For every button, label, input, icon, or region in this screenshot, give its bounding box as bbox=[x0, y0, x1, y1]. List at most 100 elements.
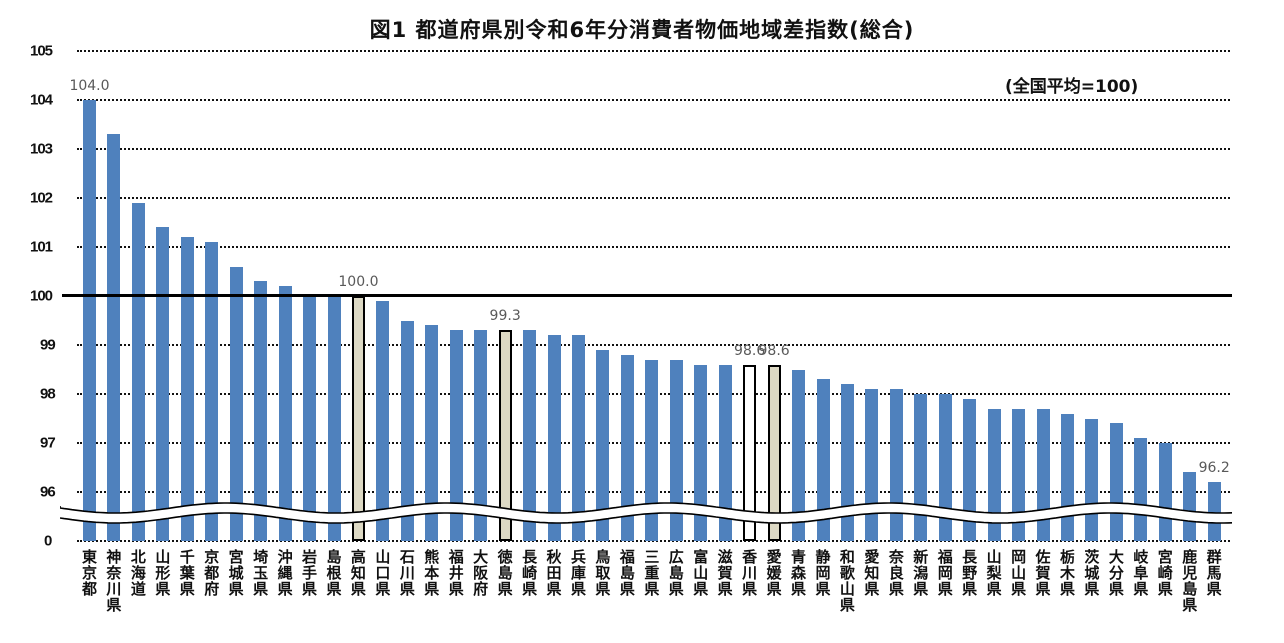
x-tick-label: 愛知県 bbox=[864, 548, 880, 598]
x-tick-label: 秋田県 bbox=[546, 548, 562, 598]
x-tick-label: 山梨県 bbox=[986, 548, 1002, 598]
y-tick-label: 103 bbox=[30, 140, 53, 158]
y-tick-label: 96 bbox=[40, 483, 56, 501]
bar-高知県 bbox=[351, 296, 365, 541]
bar-宮城県 bbox=[229, 266, 243, 541]
x-tick-label: 島根県 bbox=[326, 548, 342, 598]
bar-埼玉県 bbox=[254, 281, 268, 541]
gridline bbox=[77, 50, 1230, 52]
x-tick-label: 神奈川県 bbox=[106, 548, 122, 614]
bar-群馬県 bbox=[1207, 482, 1221, 541]
x-tick-label: 千葉県 bbox=[179, 548, 195, 598]
x-tick-label: 宮崎県 bbox=[1157, 548, 1173, 598]
x-tick-label: 熊本県 bbox=[424, 548, 440, 598]
x-tick-label: 新潟県 bbox=[913, 548, 929, 598]
x-tick-label: 茨城県 bbox=[1084, 548, 1100, 598]
y-tick-label: 97 bbox=[40, 434, 56, 452]
x-tick-label: 岐阜県 bbox=[1133, 548, 1149, 598]
data-label: 98.6 bbox=[734, 342, 766, 359]
x-tick-label: 富山県 bbox=[693, 548, 709, 598]
x-tick-label: 長野県 bbox=[962, 548, 978, 598]
bar-東京都 bbox=[83, 100, 96, 541]
bar-三重県 bbox=[645, 359, 659, 541]
gridline bbox=[77, 197, 1230, 199]
x-tick-label: 広島県 bbox=[668, 548, 684, 598]
x-tick-label: 兵庫県 bbox=[570, 548, 586, 598]
x-tick-label: 山形県 bbox=[155, 548, 171, 598]
data-label: 96.2 bbox=[1198, 460, 1230, 477]
x-tick-label: 京都府 bbox=[204, 548, 220, 598]
x-tick-label: 三重県 bbox=[644, 548, 660, 598]
x-tick-label: 香川県 bbox=[742, 548, 758, 598]
x-tick-label: 奈良県 bbox=[888, 548, 904, 598]
x-tick-label: 岩手県 bbox=[302, 548, 318, 598]
bar-山梨県 bbox=[987, 408, 1001, 541]
gridline bbox=[77, 148, 1230, 150]
x-tick-label: 埼玉県 bbox=[253, 548, 269, 598]
bar-福岡県 bbox=[938, 394, 952, 541]
x-tick-label: 静岡県 bbox=[815, 548, 831, 598]
bar-山形県 bbox=[156, 227, 170, 541]
bar-滋賀県 bbox=[718, 364, 732, 541]
bar-愛媛県 bbox=[767, 364, 781, 541]
bar-徳島県 bbox=[498, 330, 512, 541]
data-label: 100.0 bbox=[338, 274, 379, 290]
x-tick-label: 鳥取県 bbox=[595, 548, 611, 598]
data-label: 104.0 bbox=[69, 78, 110, 94]
bar-神奈川県 bbox=[107, 134, 121, 541]
bar-静岡県 bbox=[816, 379, 830, 541]
bar-大阪府 bbox=[474, 330, 488, 541]
y-tick-label: 100 bbox=[30, 287, 53, 305]
bar-石川県 bbox=[400, 320, 414, 541]
y-tick-label: 98 bbox=[40, 385, 56, 403]
x-tick-label: 福岡県 bbox=[937, 548, 953, 598]
bar-北海道 bbox=[131, 202, 145, 541]
bar-秋田県 bbox=[547, 335, 561, 541]
y-tick-label: 102 bbox=[30, 189, 53, 207]
x-tick-label: 岡山県 bbox=[1011, 548, 1027, 598]
x-tick-label: 栃木県 bbox=[1059, 548, 1075, 598]
x-tick-label: 鹿児島県 bbox=[1182, 548, 1198, 614]
bar-鳥取県 bbox=[596, 349, 610, 541]
bar-岩手県 bbox=[303, 296, 317, 541]
bar-福島県 bbox=[620, 354, 634, 541]
x-tick-label: 山口県 bbox=[375, 548, 391, 598]
bar-熊本県 bbox=[425, 325, 439, 541]
data-label: 99.3 bbox=[489, 308, 521, 325]
bar-香川県 bbox=[743, 364, 757, 541]
x-tick-label: 群馬県 bbox=[1206, 548, 1222, 598]
x-tick-label: 青森県 bbox=[791, 548, 807, 598]
y-tick-label: 105 bbox=[30, 42, 53, 60]
bar-山口県 bbox=[376, 300, 390, 541]
gridline bbox=[77, 344, 1230, 346]
x-tick-label: 宮城県 bbox=[228, 548, 244, 598]
x-tick-label: 東京都 bbox=[81, 548, 97, 598]
x-tick-label: 福井県 bbox=[448, 548, 464, 598]
bar-富山県 bbox=[694, 364, 708, 541]
bar-沖縄県 bbox=[278, 286, 292, 541]
y-tick-label: 0 bbox=[44, 532, 52, 550]
chart-note: (全国平均=100) bbox=[1005, 77, 1139, 97]
bar-長野県 bbox=[963, 398, 977, 541]
chart-title: 図1 都道府県別令和6年分消費者物価地域差指数(総合) bbox=[369, 18, 915, 42]
gridline bbox=[77, 246, 1230, 248]
x-tick-label: 大阪府 bbox=[473, 548, 489, 598]
reference-line-100 bbox=[62, 294, 1232, 297]
bar-島根県 bbox=[327, 296, 341, 541]
x-tick-label: 大分県 bbox=[1108, 548, 1124, 598]
bar-千葉県 bbox=[180, 237, 194, 541]
x-tick-label: 佐賀県 bbox=[1035, 548, 1051, 598]
x-tick-label: 滋賀県 bbox=[717, 548, 733, 598]
y-tick-label: 101 bbox=[30, 238, 53, 256]
x-tick-label: 和歌山県 bbox=[839, 548, 855, 614]
y-tick-label: 104 bbox=[30, 91, 53, 109]
gridline bbox=[77, 540, 1230, 542]
bar-京都府 bbox=[205, 242, 219, 541]
x-tick-label: 沖縄県 bbox=[277, 548, 293, 598]
data-label: 98.6 bbox=[758, 342, 790, 359]
bar-佐賀県 bbox=[1036, 408, 1050, 541]
x-tick-label: 石川県 bbox=[399, 548, 415, 598]
bar-兵庫県 bbox=[572, 335, 585, 541]
x-tick-label: 福島県 bbox=[619, 548, 635, 598]
axis-break-icon bbox=[60, 502, 1232, 524]
